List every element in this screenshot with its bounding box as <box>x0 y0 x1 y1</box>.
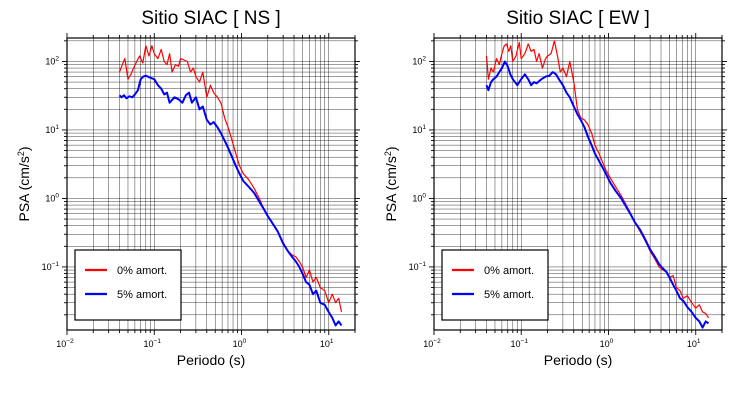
x-tick-label-exponent: 1 <box>330 338 334 345</box>
y-axis-label-sup: 2 <box>383 151 393 156</box>
legend: 0% amort. 5% amort. <box>441 249 549 321</box>
y-axis-label-end: ) <box>383 146 399 151</box>
y-axis-label: PSA (cm/s2) <box>16 146 32 221</box>
y-axis-label-end: ) <box>16 146 32 151</box>
y-tick-label: 10−1 <box>42 261 60 272</box>
y-axis-label-main: PSA (cm/s <box>16 156 32 221</box>
y-tick-label: 101 <box>412 124 426 135</box>
x-axis-label: Periodo (s) <box>544 352 612 368</box>
legend-label-amort-0: 0% amort. <box>117 265 167 277</box>
x-tick-label: 10−2 <box>56 338 74 349</box>
plot-frame <box>433 37 723 331</box>
x-tick-label: 100 <box>233 338 247 349</box>
y-tick-label-exponent: 1 <box>55 124 59 131</box>
legend-label-amort-5: 5% amort. <box>117 289 167 301</box>
legend-box <box>441 249 549 321</box>
legend: 0% amort. 5% amort. <box>74 249 182 321</box>
x-tick-label-exponent: 0 <box>610 338 614 345</box>
y-tick-label-exponent: 0 <box>55 192 59 199</box>
x-tick-label-exponent: 0 <box>243 338 247 345</box>
legend-label-amort-5: 5% amort. <box>484 289 534 301</box>
y-tick-label: 101 <box>45 124 59 135</box>
chart-panel-ns: Sitio SIAC [ NS ]10−2 10−1 100 10110−110010… <box>16 8 360 368</box>
y-tick-label-exponent: −1 <box>419 261 427 268</box>
y-axis-label: PSA (cm/s2) <box>383 146 399 221</box>
x-tick-label-exponent: −1 <box>154 338 162 345</box>
x-tick-label: 101 <box>687 338 701 349</box>
x-tick-label-exponent: 1 <box>697 338 701 345</box>
y-tick-label-exponent: 0 <box>422 192 426 199</box>
legend-box <box>74 249 182 321</box>
y-axis-label-sup: 2 <box>16 151 26 156</box>
x-tick-label: 10−2 <box>423 338 441 349</box>
x-tick-label: 101 <box>320 338 334 349</box>
y-tick-label-exponent: 1 <box>422 124 426 131</box>
y-tick-label-exponent: 2 <box>55 55 59 62</box>
y-axis-label-main: PSA (cm/s <box>383 156 399 221</box>
series-line-amort-5 <box>485 60 710 329</box>
y-tick-label: 10−1 <box>409 261 427 272</box>
tick-marks <box>429 33 727 335</box>
series-line-amort-5 <box>118 74 343 327</box>
y-tick-label-exponent: −1 <box>52 261 60 268</box>
x-tick-label: 10−1 <box>144 338 162 349</box>
chart-title: Sitio SIAC [ NS ] <box>141 8 280 29</box>
y-tick-label-exponent: 2 <box>422 55 426 62</box>
x-tick-label-exponent: −2 <box>66 338 74 345</box>
legend-label-amort-0: 0% amort. <box>484 265 534 277</box>
y-tick-label: 100 <box>45 192 59 203</box>
chart-panel-ew: Sitio SIAC [ EW ]10−2 10−1 100 10110−110010… <box>383 8 727 368</box>
x-tick-label: 10−1 <box>511 338 529 349</box>
x-axis-label: Periodo (s) <box>177 352 245 368</box>
plot-frame <box>66 37 356 331</box>
x-tick-label-exponent: −2 <box>433 338 441 345</box>
y-tick-label: 100 <box>412 192 426 203</box>
series-line-amort-0 <box>118 45 343 313</box>
chart-title: Sitio SIAC [ EW ] <box>506 8 650 29</box>
y-tick-label: 102 <box>45 55 59 66</box>
x-tick-label-exponent: −1 <box>521 338 529 345</box>
x-tick-label: 100 <box>600 338 614 349</box>
y-tick-label: 102 <box>412 55 426 66</box>
tick-marks <box>62 33 360 335</box>
